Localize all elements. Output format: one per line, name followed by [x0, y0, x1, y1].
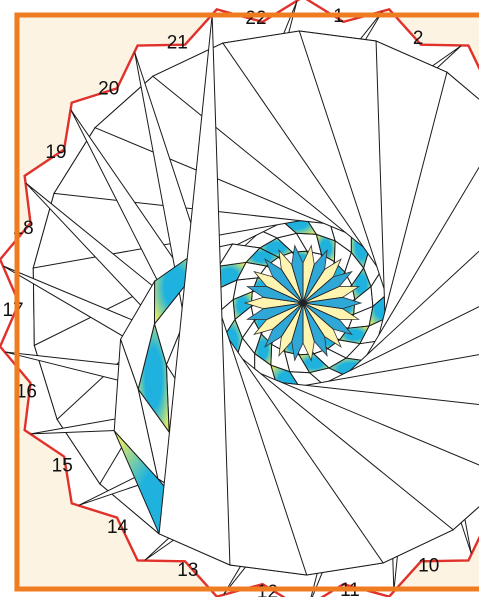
board-cells — [3, 0, 479, 597]
center-star-line — [291, 302, 304, 342]
center-star-line — [272, 302, 304, 330]
center-star-line — [302, 269, 325, 304]
center-star-line — [302, 296, 343, 304]
spoke-label-20: 20 — [98, 79, 119, 100]
center-star-line — [302, 302, 343, 310]
center-star-line — [266, 302, 304, 320]
center-star-line — [266, 286, 304, 304]
spoke-label-17: 17 — [2, 300, 23, 321]
center-star-line — [302, 286, 340, 304]
spoke-label-16: 16 — [16, 381, 37, 402]
spoke-label-15: 15 — [52, 456, 73, 477]
center-star-line — [302, 302, 334, 330]
spoke-label-14: 14 — [107, 517, 129, 538]
spoke-label-10: 10 — [418, 555, 439, 576]
spoke-label-2: 2 — [413, 28, 424, 49]
center-star-line — [302, 264, 315, 304]
center-star-line — [302, 302, 325, 337]
center-star-line — [302, 276, 334, 304]
center-star-line — [281, 269, 304, 304]
center-star-line — [281, 302, 304, 337]
center-star-line — [263, 296, 304, 304]
center-star — [243, 244, 363, 362]
spoke-label-13: 13 — [177, 560, 198, 581]
spoke-label-21: 21 — [167, 33, 188, 54]
center-star-line — [263, 302, 304, 310]
center-star-line — [291, 264, 304, 304]
board-frame-border — [14, 12, 479, 592]
center-star-line — [302, 302, 315, 342]
board-cell[interactable] — [158, 14, 231, 566]
center-star-line — [302, 302, 340, 320]
spoke-label-22: 22 — [245, 8, 266, 29]
spoke-label-19: 19 — [45, 142, 66, 163]
center-star-line — [272, 276, 304, 304]
